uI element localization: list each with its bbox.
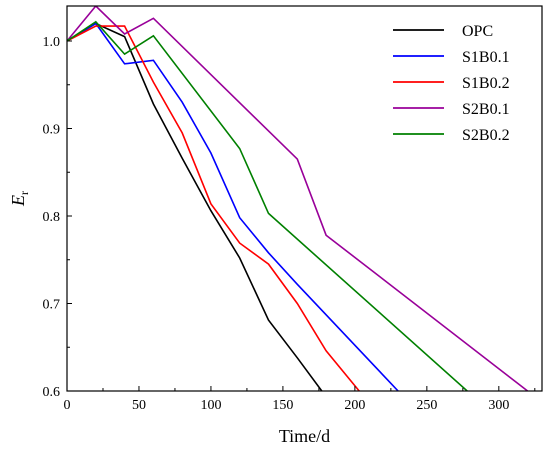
y-axis-label-main: E <box>8 195 28 207</box>
x-tick-label: 200 <box>344 398 365 413</box>
series-line-s2b0-2 <box>67 20 468 391</box>
legend-label-s2b0-1: S2B0.1 <box>462 101 510 118</box>
ticks-layer: 0 50 100 150 200 250 300 0.6 0.7 0.8 0.9 1.0 <box>43 35 536 413</box>
y-tick-label: 0.8 <box>43 210 61 225</box>
x-tick-label: 250 <box>416 398 437 413</box>
x-axis-label: Time/d <box>279 426 330 446</box>
series-line-s1b0-1 <box>67 22 399 391</box>
legend-label-s1b0-2: S1B0.2 <box>462 75 510 92</box>
legend-label-s1b0-1: S1B0.1 <box>462 49 510 66</box>
plot-frame <box>66 5 543 392</box>
series-layer <box>67 6 529 391</box>
y-tick-label: 0.6 <box>43 385 61 400</box>
series-line-s1b0-2 <box>67 25 360 391</box>
legend-label-s2b0-2: S2B0.2 <box>462 127 510 144</box>
y-axis-label: Er <box>8 191 31 207</box>
x-tick-label: 150 <box>272 398 293 413</box>
legend-label-opc: OPC <box>462 23 493 40</box>
y-tick-label: 0.7 <box>43 298 61 313</box>
series-line-opc <box>67 22 323 391</box>
x-tick-label: 100 <box>200 398 221 413</box>
x-tick-label: 50 <box>132 398 146 413</box>
y-tick-label: 0.9 <box>43 123 61 138</box>
legend: OPC S1B0.1 S1B0.2 S2B0.1 S2B0.2 <box>393 23 510 144</box>
y-tick-label: 1.0 <box>43 35 61 50</box>
y-axis-label-subscript: r <box>17 191 31 195</box>
x-tick-label: 0 <box>64 398 71 413</box>
x-tick-label: 300 <box>488 398 509 413</box>
series-line-s2b0-1 <box>67 6 529 391</box>
